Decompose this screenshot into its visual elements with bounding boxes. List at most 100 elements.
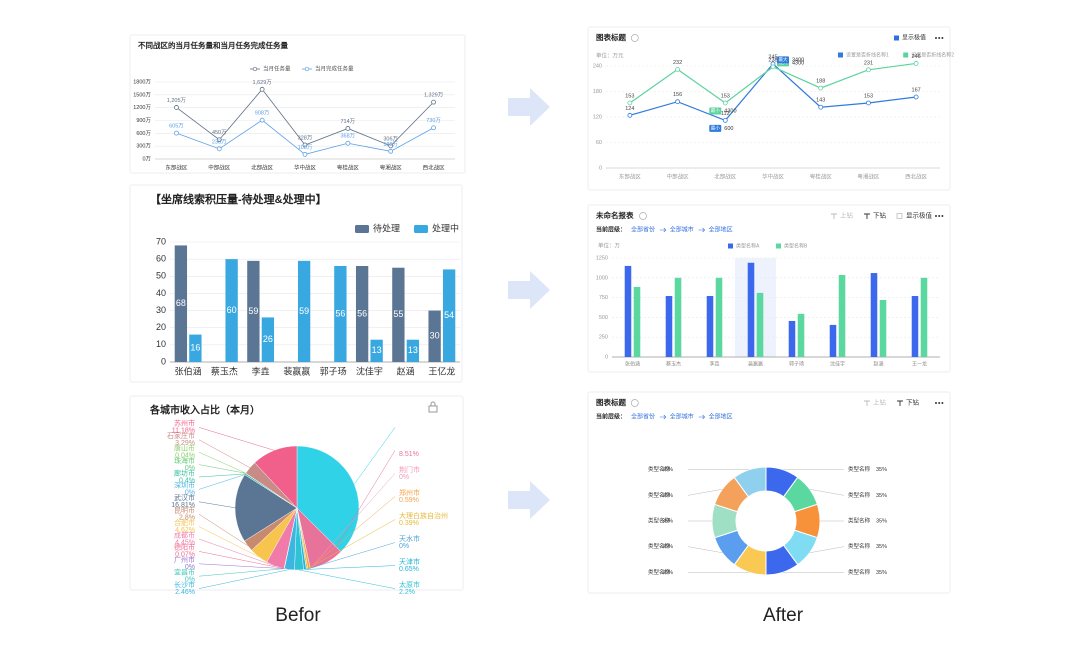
x-tick-label: 粤桂战区: [337, 163, 360, 171]
y-tick-label: 30: [156, 305, 166, 315]
bar: [174, 245, 188, 362]
slice-value: 35%: [662, 493, 673, 499]
data-label: 714万: [341, 118, 356, 125]
drill-icon: [897, 400, 903, 406]
breadcrumb[interactable]: 全部城市: [670, 413, 694, 421]
breadcrumb[interactable]: 全部省份: [631, 413, 655, 421]
legend-swatch: [414, 225, 428, 233]
extreme-value: 4300: [724, 108, 736, 114]
legend-checkbox[interactable]: [776, 243, 781, 249]
leader-line: [198, 464, 246, 474]
y-tick-label: 1250: [596, 255, 608, 261]
data-label: 1,205万: [167, 97, 187, 104]
slice-value: 3.29%: [175, 440, 195, 447]
bar: [879, 299, 887, 357]
breadcrumb: 当前层级：: [596, 413, 626, 421]
y-tick-label: 0: [605, 354, 608, 360]
line-point: [627, 112, 633, 118]
slice-value: 35%: [662, 467, 673, 473]
leader-line: [308, 496, 396, 569]
panel: [587, 26, 951, 191]
data-label: 180万: [383, 141, 398, 148]
leader-line: [198, 473, 246, 478]
arrow: [508, 271, 550, 309]
bar: [920, 277, 928, 357]
x-tick-label: 沈佳宇: [830, 360, 845, 367]
data-label: 112: [721, 111, 730, 117]
drill-icon: [864, 213, 870, 219]
breadcrumb[interactable]: 全部地区: [709, 226, 733, 234]
line-point: [866, 100, 871, 106]
toolbar-button[interactable]: 显示极值: [906, 211, 933, 220]
line-point: [216, 146, 222, 152]
data-label: 1,329万: [424, 92, 444, 99]
data-label: 730万: [426, 117, 441, 124]
leader-line: [198, 513, 248, 547]
slice-value: 0.4%: [179, 477, 195, 484]
arrows: [508, 88, 550, 519]
slice-value: 2.46%: [175, 589, 195, 596]
y-tick-label: 60: [596, 140, 602, 146]
y-tick-label: 900万: [136, 117, 151, 124]
pie-slice: [234, 474, 298, 542]
breadcrumb[interactable]: 全部省份: [631, 226, 655, 234]
legend-checkbox[interactable]: [838, 52, 843, 58]
slice-name: 广州市: [174, 555, 195, 564]
data-label: 156: [673, 92, 682, 98]
data-label: 153: [721, 93, 730, 99]
legend-label: 处理中: [432, 222, 459, 233]
more-icon: [941, 215, 944, 217]
slice-value: 0.39%: [399, 520, 419, 527]
data-label: 605万: [169, 123, 184, 130]
y-tick-label: 600万: [136, 130, 151, 137]
data-label: 108万: [298, 144, 313, 151]
panel: [129, 34, 466, 174]
slice-name: 廊坊市: [174, 468, 195, 477]
data-label: 450万: [212, 129, 227, 136]
toolbar-button[interactable]: 上钻: [873, 398, 887, 407]
slice-name: 深圳市: [174, 481, 195, 490]
x-tick-label: 北部战区: [251, 163, 274, 171]
line-point: [259, 117, 265, 123]
leader-line: [809, 489, 845, 496]
slice-name: 合肥市: [174, 518, 195, 527]
data-label: 13: [408, 345, 418, 355]
slice-value: 0%: [399, 543, 409, 550]
slice-value: 35%: [876, 544, 887, 550]
breadcrumb-sep: [698, 227, 706, 233]
breadcrumb-sep: [659, 227, 667, 233]
data-label: 1,629万: [253, 79, 273, 86]
line-point: [388, 143, 394, 149]
leader-line: [687, 489, 723, 496]
bar: [756, 292, 764, 357]
unit-label: 单位：万: [598, 241, 621, 249]
checkbox[interactable]: [894, 35, 899, 41]
breadcrumb[interactable]: 全部地区: [709, 413, 733, 421]
breadcrumb-sep: [659, 414, 667, 420]
legend-checkbox[interactable]: [728, 243, 733, 249]
checkbox[interactable]: [896, 213, 903, 219]
toolbar-button[interactable]: 下钻: [873, 211, 887, 220]
data-label: 59: [299, 306, 309, 316]
y-tick-label: 1800万: [133, 78, 151, 85]
toolbar-button[interactable]: 上钻: [840, 211, 854, 220]
legend-swatch: [355, 225, 369, 233]
slice-value: 0%: [185, 465, 195, 472]
slice-value: 0%: [185, 490, 195, 497]
bar: [355, 266, 369, 362]
slice-value: 35%: [662, 570, 673, 576]
bar: [370, 339, 383, 362]
leader-line: [198, 474, 245, 490]
legend-checkbox[interactable]: [903, 52, 909, 58]
bar: [247, 260, 260, 362]
slice-name: 类型名称: [848, 542, 871, 550]
x-tick-label: 沈佳宇: [356, 365, 383, 376]
legend-swatch: [304, 66, 310, 72]
extreme-tag-label: 最小: [711, 107, 720, 114]
slice-value: 0%: [185, 564, 195, 571]
x-tick-label: 蔡玉杰: [211, 365, 238, 376]
panel: [129, 184, 463, 383]
breadcrumb[interactable]: 全部城市: [670, 226, 694, 234]
data-label: 26: [263, 334, 273, 344]
toolbar-button[interactable]: 下钻: [906, 398, 920, 407]
